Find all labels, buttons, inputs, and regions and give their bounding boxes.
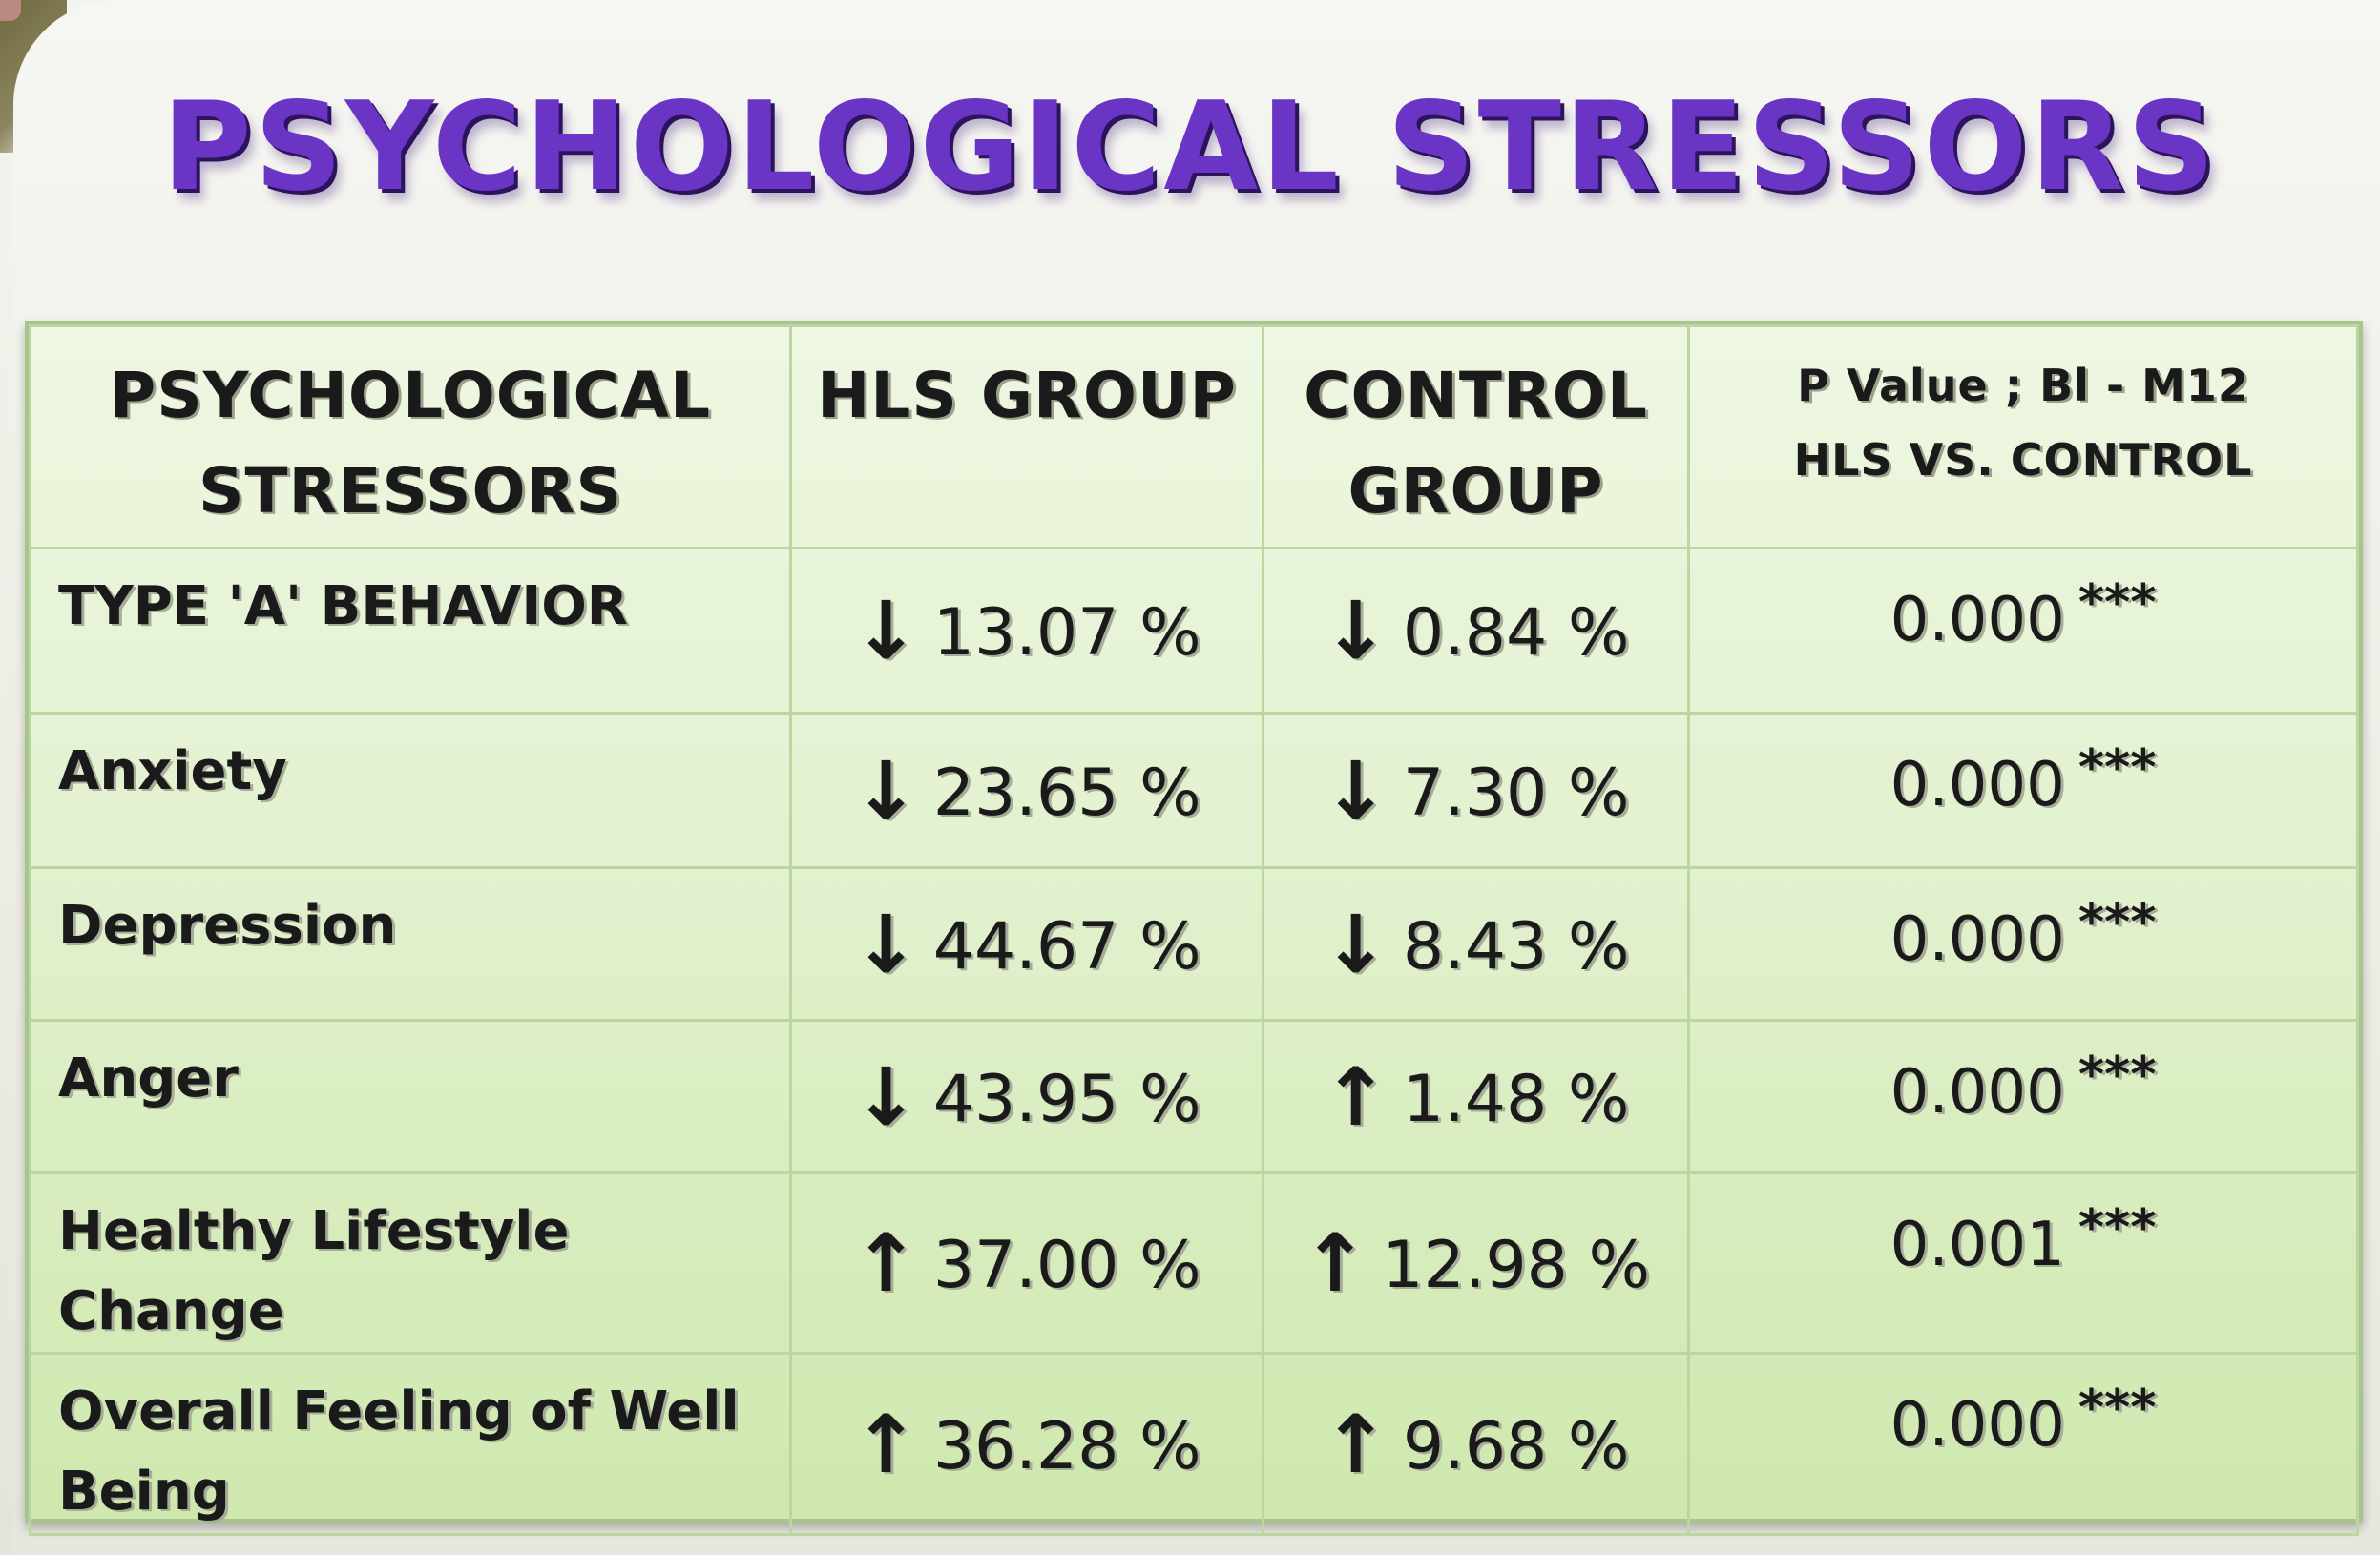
control-value: 7.30 % [1402, 755, 1630, 831]
slide-corner-accent [0, 0, 21, 21]
hls-value: 44.67 % [932, 908, 1201, 985]
down-arrow-icon: ↓ [1322, 743, 1389, 838]
header-line: GROUP [1347, 454, 1604, 528]
header-line: HLS VS. CONTROL [1793, 434, 2253, 486]
control-value-cell: ↑ 9.68 % [1262, 1352, 1690, 1536]
header-line: CONTROL [1304, 359, 1648, 432]
p-value: 0.000 [1889, 904, 2065, 975]
row-label: Anger [29, 1019, 792, 1174]
down-arrow-icon: ↓ [852, 1049, 920, 1144]
up-arrow-icon: ↑ [852, 1216, 920, 1310]
table-row: Anxiety ↓ 23.65 % ↓ 7.30 % 0.000 *** [29, 712, 2359, 869]
p-value-cell: 0.000 *** [1687, 1352, 2359, 1536]
hls-value-cell: ↓ 43.95 % [789, 1019, 1264, 1174]
header-line: PSYCHOLOGICAL [109, 359, 712, 432]
significance-stars: *** [2077, 894, 2157, 951]
hls-value-cell: ↑ 37.00 % [789, 1171, 1264, 1355]
hls-value: 13.07 % [932, 595, 1201, 671]
hls-value: 37.00 % [932, 1228, 1201, 1303]
down-arrow-icon: ↓ [1322, 584, 1389, 677]
hls-value-cell: ↓ 23.65 % [789, 712, 1264, 869]
row-label: Overall Feeling of Well Being [29, 1352, 792, 1536]
row-label: Anxiety [29, 712, 792, 869]
p-value-cell: 0.000 *** [1687, 712, 2359, 869]
row-label: Depression [29, 866, 792, 1022]
control-value: 9.68 % [1402, 1408, 1630, 1484]
results-table: PSYCHOLOGICAL STRESSORS HLS GROUP CONTRO… [29, 324, 2359, 1536]
control-value-cell: ↑ 1.48 % [1262, 1019, 1690, 1174]
down-arrow-icon: ↓ [852, 897, 920, 991]
p-value: 0.000 [1889, 1390, 2065, 1461]
table-row: TYPE 'A' BEHAVIOR ↓ 13.07 % ↓ 0.84 % 0.000… [29, 547, 2359, 715]
control-value: 12.98 % [1382, 1228, 1651, 1303]
hls-value-cell: ↑ 36.28 % [789, 1352, 1264, 1536]
significance-stars: *** [2077, 1379, 2157, 1437]
p-value-cell: 0.000 *** [1687, 866, 2359, 1022]
table-row: Healthy Lifestyle Change ↑ 37.00 % ↑ 12.98… [29, 1171, 2359, 1355]
up-arrow-icon: ↑ [1322, 1397, 1389, 1491]
up-arrow-icon: ↑ [1301, 1216, 1369, 1310]
header-line: HLS GROUP [817, 359, 1237, 432]
p-value-cell: 0.001 *** [1687, 1171, 2359, 1355]
p-value-cell: 0.000 *** [1687, 547, 2359, 715]
control-value-cell: ↓ 8.43 % [1262, 866, 1690, 1022]
control-value: 1.48 % [1402, 1061, 1630, 1137]
hls-value: 36.28 % [932, 1408, 1201, 1484]
header-line: P Value ; Bl - M12 [1797, 360, 2249, 411]
up-arrow-icon: ↑ [852, 1397, 920, 1491]
hls-value: 23.65 % [932, 755, 1201, 831]
results-table-container: PSYCHOLOGICAL STRESSORS HLS GROUP CONTRO… [25, 321, 2363, 1536]
table-header-row: PSYCHOLOGICAL STRESSORS HLS GROUP CONTRO… [29, 324, 2359, 549]
control-value-cell: ↑ 12.98 % [1262, 1171, 1690, 1355]
p-value: 0.001 [1889, 1210, 2065, 1280]
significance-stars: *** [2077, 739, 2157, 797]
control-value: 0.84 % [1402, 595, 1630, 671]
hls-value-cell: ↓ 13.07 % [789, 547, 1264, 715]
significance-stars: *** [2077, 574, 2157, 632]
control-value-cell: ↓ 7.30 % [1262, 712, 1690, 869]
header-p-value: P Value ; Bl - M12 HLS VS. CONTROL [1687, 324, 2359, 549]
p-value: 0.000 [1889, 585, 2065, 655]
slide-title: PSYCHOLOGICAL STRESSORS [161, 76, 2219, 218]
p-value: 0.000 [1889, 750, 2065, 820]
p-value-cell: 0.000 *** [1687, 1019, 2359, 1174]
hls-value-cell: ↓ 44.67 % [789, 866, 1264, 1022]
hls-value: 43.95 % [932, 1061, 1201, 1137]
table-row: Overall Feeling of Well Being ↑ 36.28 % ↑… [29, 1352, 2359, 1536]
down-arrow-icon: ↓ [1322, 897, 1389, 991]
header-psychological-stressors: PSYCHOLOGICAL STRESSORS [29, 324, 792, 549]
header-hls-group: HLS GROUP [789, 324, 1264, 549]
header-control-group: CONTROL GROUP [1262, 324, 1690, 549]
up-arrow-icon: ↑ [1322, 1049, 1389, 1144]
down-arrow-icon: ↓ [852, 584, 920, 677]
down-arrow-icon: ↓ [852, 743, 920, 838]
row-label: Healthy Lifestyle Change [29, 1171, 792, 1355]
significance-stars: *** [2077, 1199, 2157, 1256]
significance-stars: *** [2077, 1047, 2157, 1104]
control-value: 8.43 % [1402, 908, 1630, 985]
row-label: TYPE 'A' BEHAVIOR [29, 547, 792, 715]
header-line: STRESSORS [198, 454, 623, 528]
control-value-cell: ↓ 0.84 % [1262, 547, 1690, 715]
table-row: Depression ↓ 44.67 % ↓ 8.43 % 0.000 *** [29, 866, 2359, 1022]
table-row: Anger ↓ 43.95 % ↑ 1.48 % 0.000 *** [29, 1019, 2359, 1174]
p-value: 0.000 [1889, 1057, 2065, 1128]
